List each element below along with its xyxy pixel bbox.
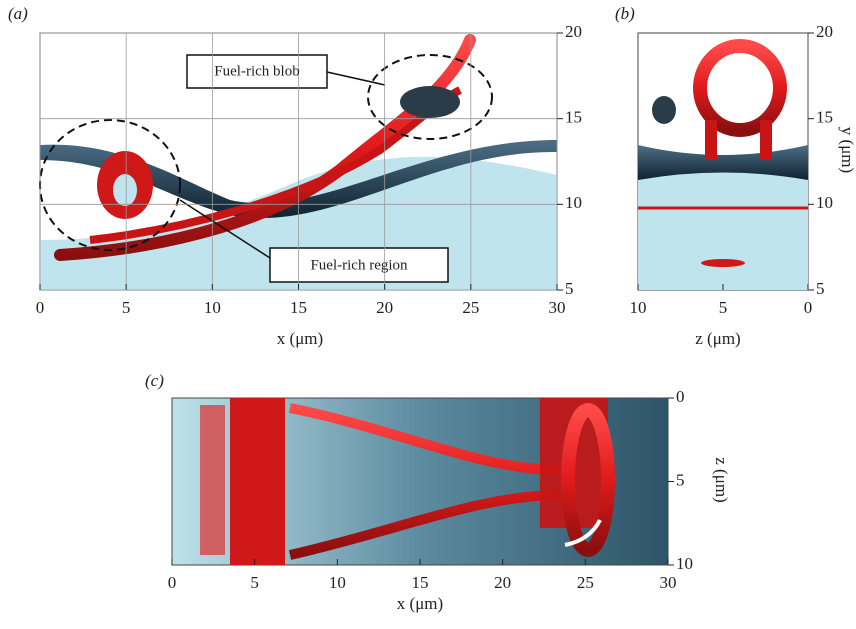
panel-label: (b) [615, 4, 635, 23]
panel-b-render [637, 32, 809, 291]
x-tick-label: 20 [376, 298, 393, 317]
x-tick-label: 25 [462, 298, 479, 317]
y-tick-label: 20 [816, 22, 833, 41]
x-tick-label: 25 [577, 573, 594, 592]
x-axis-label: x (μm) [277, 329, 323, 348]
x-axis-label: x (μm) [397, 594, 443, 613]
y-tick-label: 0 [676, 387, 685, 406]
y-tick-label: 5 [816, 279, 825, 298]
x-tick-label: 10 [630, 298, 647, 317]
x-axis-label: z (μm) [695, 329, 740, 348]
y-tick-label: 10 [565, 193, 582, 212]
x-tick-label: 5 [719, 298, 728, 317]
y-tick-label: 15 [565, 108, 582, 127]
x-tick-label: 5 [122, 298, 131, 317]
y-tick-label: 15 [816, 108, 833, 127]
y-axis-label: y (μm) [838, 127, 856, 173]
panel-c-render [171, 397, 669, 566]
y-tick-label: 20 [565, 22, 582, 41]
y-axis-label: z (μm) [712, 457, 731, 502]
annotation: Fuel-rich region [310, 257, 408, 273]
y-tick-label: 10 [816, 193, 833, 212]
x-tick-label: 15 [412, 573, 429, 592]
x-tick-label: 0 [36, 298, 45, 317]
x-tick-label: 0 [804, 298, 813, 317]
x-tick-label: 5 [250, 573, 259, 592]
y-tick-label: 10 [676, 554, 693, 573]
x-tick-label: 0 [168, 573, 177, 592]
y-tick-label: 5 [676, 470, 685, 489]
x-tick-label: 10 [204, 298, 221, 317]
panel-label: (c) [145, 371, 164, 390]
x-tick-label: 10 [329, 573, 346, 592]
panel-label: (a) [8, 4, 28, 23]
x-tick-label: 15 [290, 298, 307, 317]
annotation: Fuel-rich blob [214, 63, 299, 79]
x-tick-label: 30 [549, 298, 566, 317]
x-tick-label: 30 [660, 573, 677, 592]
x-tick-label: 20 [494, 573, 511, 592]
y-tick-label: 5 [565, 279, 574, 298]
